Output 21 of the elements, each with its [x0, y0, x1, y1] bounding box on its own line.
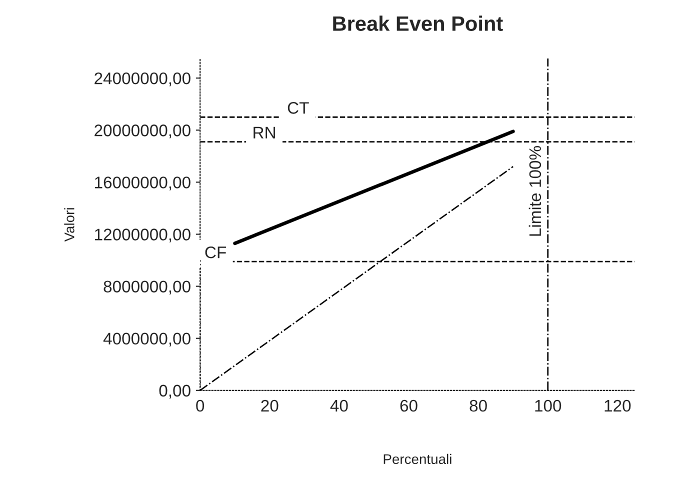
ref-line-label: RN: [254, 126, 275, 138]
chart-title: Break Even Point: [333, 16, 503, 31]
x-tick-label: 100: [535, 400, 562, 412]
ref-line-label: CT: [288, 102, 309, 114]
x-tick-label: 0: [196, 400, 204, 412]
x-tick-label: 40: [330, 400, 348, 412]
y-axis-title: Valori: [64, 208, 74, 242]
ref-line-label: Limite 100%: [528, 146, 542, 236]
y-tick-label: 8000000,00: [104, 280, 190, 294]
x-tick-label: 80: [470, 400, 487, 412]
x-tick-label: 20: [261, 400, 278, 412]
x-tick-label: 60: [400, 400, 418, 412]
y-tick-label: 0,00: [159, 384, 190, 399]
y-tick-label: 12000000,00: [95, 228, 190, 242]
y-tick-label: 24000000,00: [94, 72, 190, 86]
ref-line-label: CF: [205, 246, 226, 258]
y-tick-label: 20000000,00: [94, 124, 190, 138]
y-tick-label: 4000000,00: [103, 332, 190, 347]
x-tick-label: 120: [604, 400, 631, 412]
y-tick-label: 16000000,00: [95, 176, 190, 190]
x-axis-title: Percentuali: [384, 454, 452, 464]
